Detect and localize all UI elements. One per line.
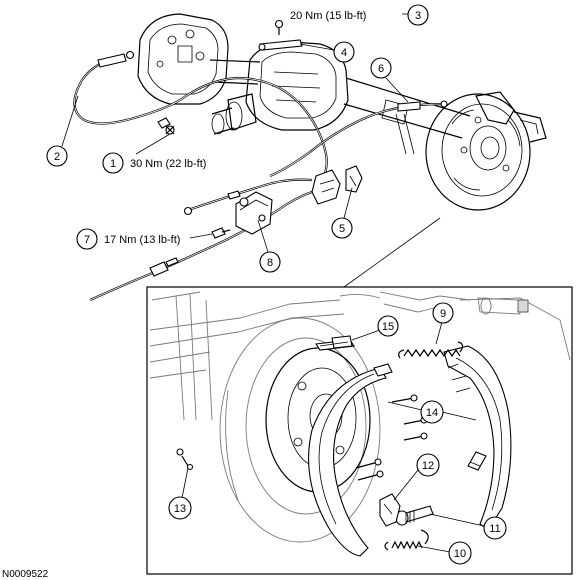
callout-number: 1 <box>110 158 116 170</box>
callout-15: 15 <box>351 315 399 341</box>
torque-spec: 30 Nm (22 lb-ft) <box>130 158 206 170</box>
torque-spec: 20 Nm (15 lb-ft) <box>290 10 366 22</box>
callout-10: 10 <box>417 541 472 565</box>
callout-7: 7 17 Nm (13 lb-ft) <box>76 228 213 250</box>
callout-12: 12 <box>393 453 440 501</box>
callout-number: 13 <box>174 503 186 515</box>
cable-bracket <box>235 191 273 235</box>
rear-axle-assembly <box>137 13 547 211</box>
callout-1: 1 30 Nm (22 lb-ft) <box>102 133 206 174</box>
callout-number: 3 <box>415 10 421 22</box>
callout-number: 2 <box>54 151 60 163</box>
callout-2: 2 <box>46 95 79 167</box>
callout-number: 7 <box>84 234 90 246</box>
inset-background-chassis <box>149 291 571 543</box>
brake-shoe-icon <box>308 345 512 557</box>
parking-brake-cable <box>73 50 448 302</box>
callout-number: 14 <box>426 407 438 419</box>
callout-14: 14 <box>387 400 477 424</box>
callout-number: 12 <box>422 460 434 472</box>
callout-5: 5 <box>331 187 353 239</box>
callout-6: 6 <box>370 57 409 103</box>
callout-11: 11 <box>429 513 507 540</box>
callout-3: 3 20 Nm (15 lb-ft) <box>290 4 429 26</box>
callout-number: 6 <box>378 63 384 75</box>
callout-number: 15 <box>382 321 394 333</box>
callout-number: 10 <box>454 548 466 560</box>
hold-down-pin <box>176 448 194 471</box>
callout-number: 8 <box>267 257 273 269</box>
inset-backing-plate <box>265 347 428 493</box>
callout-number: 11 <box>489 523 500 535</box>
callout-number: 5 <box>339 223 345 235</box>
parking-brake-strut <box>315 335 355 351</box>
return-spring-icon <box>384 341 464 551</box>
torque-spec: 17 Nm (13 lb-ft) <box>104 234 180 246</box>
callout-number: 9 <box>440 308 446 320</box>
adjuster-icon <box>379 493 434 527</box>
detail-inset-frame <box>146 286 573 575</box>
figure-id: N0009522 <box>2 569 49 580</box>
callout-8: 8 <box>257 219 281 273</box>
callout-number: 4 <box>341 47 347 59</box>
bolt-icon <box>157 19 303 239</box>
callout-9: 9 <box>432 302 454 345</box>
callout-13: 13 <box>168 467 192 520</box>
callout-4: 4 <box>299 41 355 63</box>
